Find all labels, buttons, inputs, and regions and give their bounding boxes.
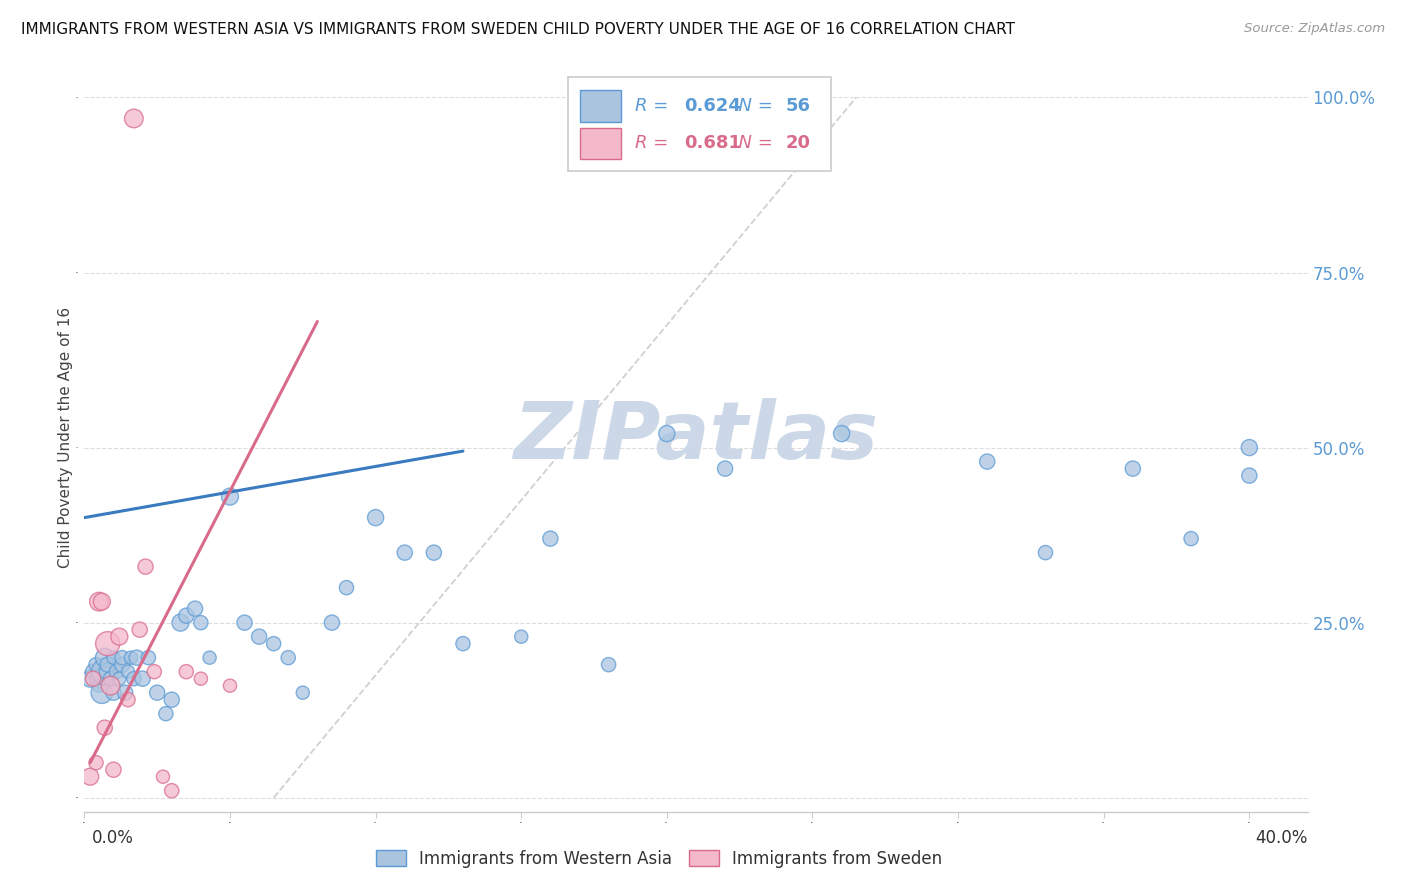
Text: 0.624: 0.624 bbox=[683, 97, 741, 115]
Point bbox=[97, 637, 120, 651]
Text: IMMIGRANTS FROM WESTERN ASIA VS IMMIGRANTS FROM SWEDEN CHILD POVERTY UNDER THE A: IMMIGRANTS FROM WESTERN ASIA VS IMMIGRAN… bbox=[21, 22, 1015, 37]
Point bbox=[184, 601, 207, 615]
Text: R =: R = bbox=[636, 97, 673, 115]
Text: 0.0%: 0.0% bbox=[91, 829, 134, 847]
Point bbox=[100, 672, 122, 686]
Point bbox=[111, 657, 134, 672]
Text: Source: ZipAtlas.com: Source: ZipAtlas.com bbox=[1244, 22, 1385, 36]
Point bbox=[111, 650, 134, 665]
Point bbox=[176, 665, 198, 679]
Point bbox=[97, 657, 120, 672]
Point bbox=[364, 510, 387, 524]
Point bbox=[90, 686, 112, 700]
Text: 56: 56 bbox=[786, 97, 810, 115]
Point bbox=[169, 615, 191, 630]
Text: ZIPatlas: ZIPatlas bbox=[513, 398, 879, 476]
Point bbox=[247, 630, 270, 644]
Text: 40.0%: 40.0% bbox=[1256, 829, 1308, 847]
Point bbox=[160, 783, 183, 797]
Point bbox=[87, 679, 110, 693]
Point bbox=[1239, 441, 1261, 455]
Point bbox=[103, 650, 125, 665]
Point bbox=[117, 692, 139, 706]
Point bbox=[190, 615, 212, 630]
Point bbox=[1122, 461, 1144, 475]
Text: 0.681: 0.681 bbox=[683, 135, 741, 153]
Point bbox=[82, 665, 104, 679]
Point bbox=[160, 692, 183, 706]
Text: N =: N = bbox=[727, 135, 778, 153]
Point bbox=[87, 594, 110, 608]
FancyBboxPatch shape bbox=[579, 90, 621, 121]
Point bbox=[125, 650, 148, 665]
Point bbox=[155, 706, 177, 721]
Point bbox=[152, 770, 174, 784]
Point bbox=[394, 546, 416, 560]
Point bbox=[510, 630, 533, 644]
Point bbox=[87, 672, 110, 686]
Point bbox=[82, 672, 104, 686]
Legend: Immigrants from Western Asia, Immigrants from Sweden: Immigrants from Western Asia, Immigrants… bbox=[370, 843, 949, 874]
Text: N =: N = bbox=[727, 97, 778, 115]
Point bbox=[97, 665, 120, 679]
Point bbox=[277, 650, 299, 665]
Point bbox=[714, 461, 737, 475]
Y-axis label: Child Poverty Under the Age of 16: Child Poverty Under the Age of 16 bbox=[58, 307, 73, 567]
Point bbox=[138, 650, 160, 665]
Point bbox=[219, 490, 242, 504]
Point bbox=[79, 770, 101, 784]
Point bbox=[93, 665, 117, 679]
Point bbox=[976, 454, 998, 468]
Point bbox=[135, 559, 157, 574]
Point bbox=[108, 630, 131, 644]
Point bbox=[291, 686, 314, 700]
Point bbox=[233, 615, 256, 630]
Point bbox=[1239, 468, 1261, 483]
Point bbox=[655, 426, 678, 441]
Point bbox=[219, 679, 242, 693]
Point bbox=[451, 637, 474, 651]
Point bbox=[114, 686, 136, 700]
Point bbox=[120, 650, 142, 665]
Point bbox=[176, 608, 198, 623]
Point bbox=[108, 672, 131, 686]
Text: R =: R = bbox=[636, 135, 673, 153]
Point bbox=[117, 665, 139, 679]
Point bbox=[84, 657, 107, 672]
Point bbox=[190, 672, 212, 686]
FancyBboxPatch shape bbox=[579, 128, 621, 159]
Point bbox=[538, 532, 561, 546]
Point bbox=[143, 665, 166, 679]
Point bbox=[146, 686, 169, 700]
Point bbox=[263, 637, 285, 651]
Point bbox=[79, 672, 101, 686]
Point bbox=[198, 650, 221, 665]
Point bbox=[93, 721, 117, 735]
Point bbox=[1035, 546, 1057, 560]
Point bbox=[131, 672, 153, 686]
Point bbox=[321, 615, 343, 630]
Point bbox=[103, 763, 125, 777]
Point bbox=[598, 657, 620, 672]
Point bbox=[1180, 532, 1202, 546]
Point bbox=[423, 546, 446, 560]
Point bbox=[103, 686, 125, 700]
Point bbox=[93, 650, 117, 665]
Point bbox=[122, 112, 145, 126]
Point bbox=[335, 581, 357, 595]
Point bbox=[128, 623, 150, 637]
Text: 20: 20 bbox=[786, 135, 810, 153]
Point bbox=[122, 672, 145, 686]
Point bbox=[90, 594, 112, 608]
Point bbox=[105, 665, 128, 679]
Point bbox=[100, 679, 122, 693]
Point bbox=[831, 426, 853, 441]
Point bbox=[84, 756, 107, 770]
FancyBboxPatch shape bbox=[568, 78, 831, 171]
